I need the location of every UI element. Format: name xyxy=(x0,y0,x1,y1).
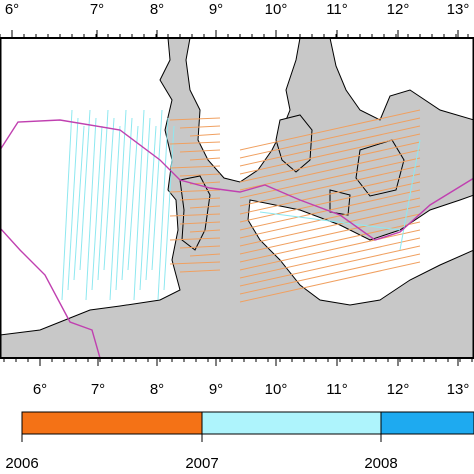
bottom-tick-label: 13° xyxy=(447,381,470,398)
border-line xyxy=(0,119,474,241)
track xyxy=(179,221,221,225)
track xyxy=(189,133,221,137)
track xyxy=(139,117,151,291)
track xyxy=(239,125,421,167)
sea xyxy=(0,37,181,336)
track xyxy=(121,117,133,281)
track xyxy=(239,205,421,247)
track xyxy=(179,245,221,249)
track xyxy=(67,117,79,291)
track xyxy=(109,125,121,301)
track xyxy=(127,125,139,271)
track xyxy=(239,149,421,191)
track xyxy=(239,189,421,231)
track xyxy=(163,125,175,291)
axis-ticks: 6° 7° 8° 9° 10° 11° 12° 13° 6° 7° 8° 9° 10° 11° 12° 13° xyxy=(0,1,473,398)
track xyxy=(169,141,221,145)
top-tick-label: 13° xyxy=(447,1,470,18)
top-tick-label: 6° xyxy=(5,1,19,18)
track xyxy=(179,149,221,153)
top-tick-label: 9° xyxy=(209,1,223,18)
top-tick-label: 10° xyxy=(265,1,288,18)
top-tick-label: 7° xyxy=(90,1,104,18)
track xyxy=(189,253,221,257)
track xyxy=(61,109,73,301)
track xyxy=(189,157,221,161)
track xyxy=(169,261,221,265)
track xyxy=(179,197,221,201)
track xyxy=(399,139,421,251)
colorbar-segment xyxy=(21,411,203,435)
track xyxy=(239,237,421,279)
track xyxy=(239,197,421,239)
sea xyxy=(185,37,301,183)
track xyxy=(133,109,145,301)
colorbar: 2006 2007 2008 xyxy=(5,411,474,472)
track xyxy=(239,133,421,175)
track xyxy=(239,253,421,295)
track xyxy=(259,211,401,231)
track xyxy=(169,189,221,193)
track xyxy=(189,229,221,233)
colorbar-label: 2006 xyxy=(5,455,38,472)
bottom-tick-label: 11° xyxy=(326,381,348,398)
track xyxy=(189,205,221,209)
track xyxy=(239,229,421,271)
top-tick-label: 11° xyxy=(326,1,348,18)
track xyxy=(239,245,421,287)
track xyxy=(85,117,97,301)
top-tick-label: 12° xyxy=(387,1,410,18)
bottom-tick-label: 8° xyxy=(150,381,164,398)
track xyxy=(169,165,221,169)
track xyxy=(239,213,421,255)
track xyxy=(239,157,421,199)
track xyxy=(239,109,421,151)
colorbar-segment xyxy=(201,411,382,435)
track xyxy=(169,237,221,241)
track xyxy=(97,109,109,281)
sea xyxy=(329,37,474,121)
top-tick-label: 8° xyxy=(150,1,164,18)
track xyxy=(151,109,163,271)
colorbar-label: 2007 xyxy=(185,455,218,472)
track xyxy=(169,117,221,121)
island xyxy=(275,114,313,173)
track xyxy=(239,181,421,223)
track xyxy=(103,117,115,271)
track xyxy=(79,109,91,271)
bottom-tick-label: 7° xyxy=(91,381,105,398)
track xyxy=(239,165,421,207)
track xyxy=(73,125,85,281)
track xyxy=(179,269,221,273)
track xyxy=(145,125,157,281)
bottom-tick-label: 10° xyxy=(265,381,288,398)
track xyxy=(157,117,169,301)
bottom-tick-label: 12° xyxy=(387,381,410,398)
survey-tracks xyxy=(61,109,421,303)
track xyxy=(179,125,221,129)
colorbar-segment xyxy=(380,411,474,435)
track xyxy=(115,109,127,291)
colorbar-label: 2008 xyxy=(364,455,397,472)
map xyxy=(0,37,474,359)
track xyxy=(239,141,421,183)
track xyxy=(179,173,221,177)
track xyxy=(239,261,421,303)
border-line xyxy=(0,227,101,359)
track xyxy=(91,125,103,291)
bottom-tick-label: 9° xyxy=(209,381,223,398)
track xyxy=(239,117,421,159)
bottom-tick-label: 6° xyxy=(33,381,47,398)
track xyxy=(239,173,421,215)
track xyxy=(169,213,221,217)
